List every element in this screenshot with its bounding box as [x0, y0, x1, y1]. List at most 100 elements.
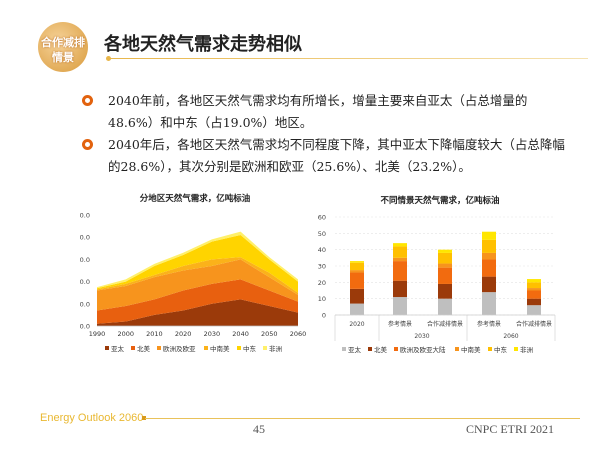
y-tick-label: 30.0 [80, 256, 90, 264]
bar-segment-亚太 [527, 305, 541, 315]
group-label: 2030 [414, 333, 429, 340]
bullet-2: 2040年后，各地区天然气需求均不同程度下降，其中亚太下降幅度较大（占总降幅的2… [82, 134, 566, 178]
legend-label: 欧洲及欧亚 [163, 344, 196, 353]
bar-segment-北美 [482, 276, 496, 293]
bullet-text: 2040年后，各地区天然气需求均不同程度下降，其中亚太下降幅度较大（占总降幅的2… [108, 137, 565, 174]
scenario-logo: 合作减排 情景 [38, 22, 88, 72]
bar-segment-非洲 [438, 249, 452, 253]
bar-segment-中南美 [482, 252, 496, 260]
area-非洲 [97, 231, 298, 289]
regional-area-chart: 分地区天然气需求，亿吨标油 0.0 10.0 20.0 30.0 40.0 50.0 1990… [80, 193, 307, 353]
legend-swatch [131, 346, 135, 350]
y-tick-label: 60 [318, 214, 326, 222]
y-tick-label: 20.0 [80, 278, 90, 286]
x-tick-label: 1990 [89, 330, 106, 338]
logo-line1: 合作减排 [41, 36, 85, 49]
area-欧洲及欧亚 [97, 259, 298, 311]
category-label: 2020 [349, 321, 364, 328]
y-tick-label: 10 [318, 295, 326, 303]
bar-segment-中南美 [527, 288, 541, 291]
y-tick-label: 40.0 [80, 234, 90, 242]
bar-segment-中南美 [393, 257, 407, 262]
category-label: 合作减排情景 [427, 320, 463, 328]
bar-segment-非洲 [482, 231, 496, 240]
bar-segment-中东 [482, 239, 496, 253]
legend-swatch [368, 347, 372, 351]
bar-segment-非洲 [350, 261, 364, 263]
bar-segment-北美 [350, 288, 364, 304]
bar-segment-中东 [438, 252, 452, 264]
bar-segment-中东 [350, 262, 364, 271]
footer-divider [145, 418, 580, 419]
legend-swatch [237, 346, 241, 350]
legend-label: 中南美 [210, 344, 230, 353]
legend-swatch [263, 346, 267, 350]
legend-swatch [514, 347, 518, 351]
legend-label: 北美 [137, 344, 151, 353]
x-tick-label: 2040 [232, 330, 249, 338]
bar-segment-亚太 [438, 298, 452, 315]
title-divider [108, 58, 588, 59]
x-tick-label: 2060 [290, 330, 307, 338]
legend-label: 北美 [374, 345, 388, 354]
bar-segment-欧洲及欧亚大陆 [393, 261, 407, 281]
legend-swatch [394, 347, 398, 351]
chart-title: 不同情景天然气需求，亿吨标油 [380, 195, 499, 206]
footer-dot [142, 416, 146, 420]
legend-label: 中东 [243, 344, 257, 353]
category-label: 参考情景 [388, 320, 412, 328]
bar-segment-欧洲及欧亚大陆 [482, 259, 496, 277]
legend-label: 中东 [494, 345, 508, 354]
y-tick-label: 10.0 [80, 300, 90, 308]
bar-segment-中南美 [350, 270, 364, 273]
legend-swatch [157, 346, 161, 350]
bar-segment-中东 [527, 282, 541, 289]
footer-source: CNPC ETRI 2021 [466, 422, 555, 436]
x-tick-label: 2020 [175, 330, 192, 338]
y-tick-label: 50.0 [80, 212, 90, 220]
legend-label: 非洲 [520, 345, 533, 354]
bar-segment-非洲 [527, 279, 541, 283]
chart-title: 分地区天然气需求，亿吨标油 [140, 193, 251, 204]
legend-swatch [455, 347, 459, 351]
legend-label: 亚太 [348, 345, 362, 354]
page-number: 45 [253, 422, 265, 436]
bar-segment-北美 [438, 283, 452, 299]
legend-label: 亚太 [111, 344, 125, 353]
legend-swatch [105, 346, 109, 350]
bar-segment-中南美 [438, 263, 452, 268]
legend-label: 非洲 [269, 344, 282, 353]
category-label: 参考情景 [477, 320, 501, 328]
y-tick-label: 40 [318, 246, 326, 254]
bullet-icon [82, 95, 93, 106]
bar-segment-亚太 [350, 303, 364, 315]
legend-swatch [204, 346, 208, 350]
bar-segment-非洲 [393, 243, 407, 247]
x-tick-label: 2000 [117, 330, 134, 338]
page-title: 各地天然气需求走势相似 [104, 34, 302, 55]
bar-segment-亚太 [482, 292, 496, 315]
legend-swatch [488, 347, 492, 351]
bullet-text: 2040年前，各地区天然气需求均有所增长，增量主要来自亚太（占总增量的48.6%… [108, 93, 528, 130]
x-tick-label: 2010 [146, 330, 163, 338]
area-北美 [97, 279, 298, 324]
bullet-1: 2040年前，各地区天然气需求均有所增长，增量主要来自亚太（占总增量的48.6%… [82, 90, 566, 134]
logo-line2: 情景 [52, 51, 74, 64]
area-中南美 [97, 257, 298, 295]
bullet-icon [82, 139, 93, 150]
footer-brand: Energy Outlook 2060 [40, 412, 144, 424]
bar-segment-北美 [393, 280, 407, 298]
legend-swatch [342, 347, 346, 351]
bar-segment-中东 [393, 246, 407, 258]
y-tick-label: 20 [318, 279, 326, 287]
area-中东 [97, 234, 298, 293]
bar-segment-北美 [527, 298, 541, 306]
y-tick-label: 0.0 [80, 323, 90, 331]
bar-segment-欧洲及欧亚大陆 [438, 267, 452, 284]
legend-label: 中南美 [461, 345, 481, 354]
area-亚太 [97, 299, 298, 326]
category-label: 合作减排情景 [516, 320, 552, 328]
y-tick-label: 50 [318, 230, 326, 238]
